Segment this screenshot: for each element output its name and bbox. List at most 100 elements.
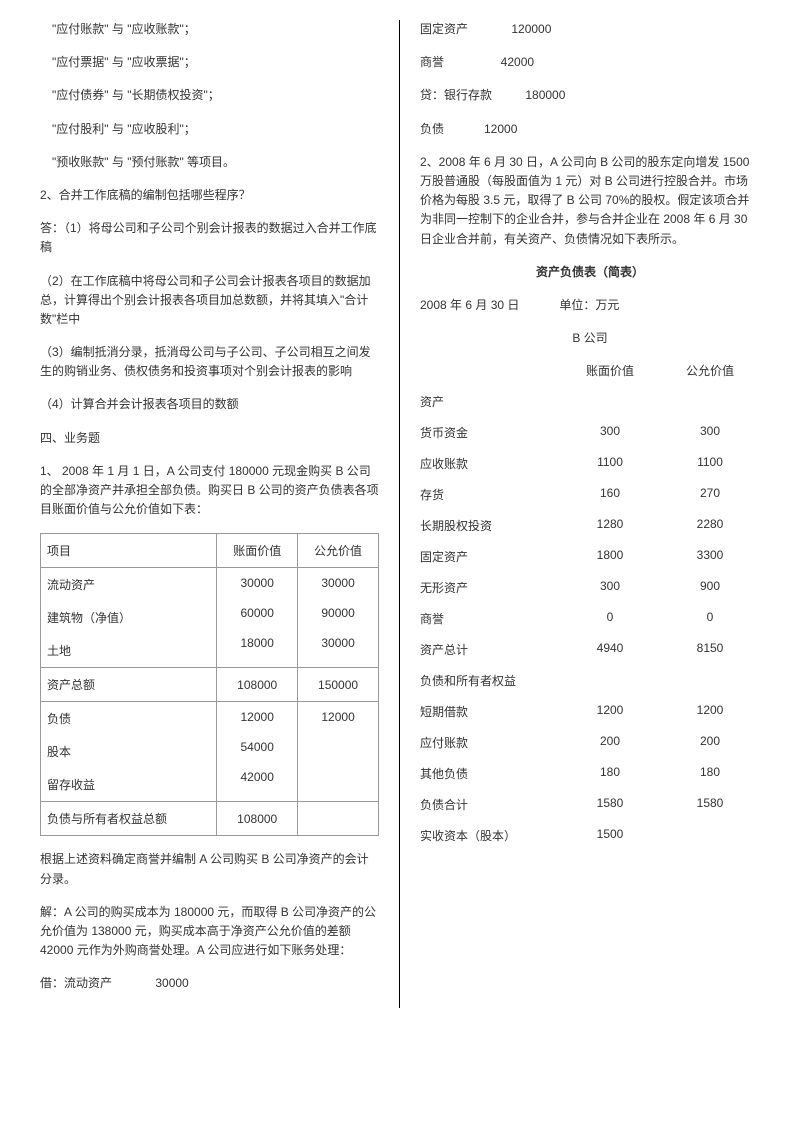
journal-entry: 贷：银行存款 180000: [420, 86, 760, 105]
bs-cell: 长期股权投资: [420, 517, 560, 534]
table-cell: 54000: [223, 740, 291, 754]
table-cell: 150000: [298, 668, 379, 702]
asset-table: 项目 账面价值 公允价值 流动资产 建筑物（净值） 土地 30000 60000…: [40, 533, 379, 836]
bs-header-row: 账面价值 公允价值: [420, 362, 760, 379]
bs-cell: 固定资产: [420, 548, 560, 565]
bs-row: 无形资产300900: [420, 579, 760, 596]
journal-entry: 负债 12000: [420, 120, 760, 139]
bs-cell: 900: [660, 579, 760, 596]
bs-cell: 应付账款: [420, 734, 560, 751]
bs-cell: 8150: [660, 641, 760, 658]
bs-row: 应收账款11001100: [420, 455, 760, 472]
bs-header: [420, 362, 560, 379]
balance-sheet-date: 2008 年 6 月 30 日 单位：万元: [420, 296, 760, 315]
bs-cell: 负债合计: [420, 796, 560, 813]
table-cell: 流动资产: [47, 576, 210, 593]
bs-cell: [660, 672, 760, 689]
bs-cell: 180: [660, 765, 760, 782]
table-header: 公允价值: [298, 534, 379, 568]
bs-row: 负债和所有者权益: [420, 672, 760, 689]
question-2: 2、合并工作底稿的编制包括哪些程序？: [40, 186, 379, 205]
table-cell: 108000: [217, 668, 298, 702]
journal-entry: 借：流动资产 30000: [40, 974, 379, 993]
text-line: "预收账款" 与 "预付账款" 等项目。: [40, 153, 379, 172]
bs-row: 其他负债180180: [420, 765, 760, 782]
bs-cell: 1100: [660, 455, 760, 472]
bs-row: 实收资本（股本）1500: [420, 827, 760, 844]
bs-cell: 270: [660, 486, 760, 503]
answer-3: （3）编制抵消分录，抵消母公司与子公司、子公司相互之间发生的购销业务、债权债务和…: [40, 343, 379, 381]
bs-cell: 1200: [660, 703, 760, 720]
bs-cell: 1500: [560, 827, 660, 844]
bs-header: 公允价值: [660, 362, 760, 379]
bs-row: 固定资产18003300: [420, 548, 760, 565]
bs-cell: 商誉: [420, 610, 560, 627]
table-cell: 建筑物（净值）: [47, 609, 210, 626]
journal-entry: 固定资产 120000: [420, 20, 760, 39]
bs-row: 货币资金300300: [420, 424, 760, 441]
table-cell: 42000: [223, 770, 291, 784]
bs-cell: 200: [660, 734, 760, 751]
bs-row: 长期股权投资12802280: [420, 517, 760, 534]
text-line: "应付股利" 与 "应收股利"；: [40, 120, 379, 139]
bs-cell: 1100: [560, 455, 660, 472]
table-cell: 土地: [47, 642, 210, 659]
q1-description: 1、 2008 年 1 月 1 日，A 公司支付 180000 元现金购买 B …: [40, 462, 379, 520]
bs-row: 资产: [420, 393, 760, 410]
bs-cell: 180: [560, 765, 660, 782]
table-row: 资产总额 108000 150000: [41, 668, 379, 702]
balance-sheet-company: B 公司: [420, 329, 760, 348]
bs-cell: 1580: [660, 796, 760, 813]
answer-2: （2）在工作底稿中将母公司和子公司会计报表各项目的数据加总，计算得出个别会计报表…: [40, 272, 379, 330]
answer-4: （4）计算合并会计报表各项目的数额: [40, 395, 379, 414]
bs-cell: 160: [560, 486, 660, 503]
bs-cell: 2280: [660, 517, 760, 534]
balance-sheet-title: 资产负债表（简表）: [420, 263, 760, 282]
bs-cell: [560, 672, 660, 689]
table-cell: 负债: [47, 710, 210, 727]
bs-cell: [660, 827, 760, 844]
table-cell: 资产总额: [41, 668, 217, 702]
bs-cell: 1280: [560, 517, 660, 534]
left-column: "应付账款" 与 "应收账款"； "应付票据" 与 "应收票据"； "应付债券"…: [30, 20, 400, 1008]
table-header: 项目: [41, 534, 217, 568]
bs-cell: 1580: [560, 796, 660, 813]
bs-cell: 300: [660, 424, 760, 441]
table-header-row: 项目 账面价值 公允价值: [41, 534, 379, 568]
bs-cell: 1200: [560, 703, 660, 720]
table-cell: 30000: [223, 576, 291, 590]
bs-cell: 1800: [560, 548, 660, 565]
bs-cell: 300: [560, 424, 660, 441]
table-cell: 30000: [304, 636, 372, 650]
bs-cell: [560, 393, 660, 410]
bs-row: 应付账款200200: [420, 734, 760, 751]
after-table-1: 根据上述资料确定商誉并编制 A 公司购买 B 公司净资产的会计分录。: [40, 850, 379, 888]
bs-cell: 无形资产: [420, 579, 560, 596]
table-cell: [298, 802, 379, 836]
bs-cell: 4940: [560, 641, 660, 658]
right-column: 固定资产 120000 商誉 42000 贷：银行存款 180000 负债 12…: [400, 20, 770, 1008]
bs-cell: 3300: [660, 548, 760, 565]
bs-cell: 300: [560, 579, 660, 596]
table-cell: 30000: [304, 576, 372, 590]
bs-cell: 存货: [420, 486, 560, 503]
bs-cell: 货币资金: [420, 424, 560, 441]
bs-cell: 0: [660, 610, 760, 627]
bs-row: 负债合计15801580: [420, 796, 760, 813]
bs-cell: 0: [560, 610, 660, 627]
table-cell: 108000: [217, 802, 298, 836]
bs-cell: 负债和所有者权益: [420, 672, 560, 689]
journal-entry: 商誉 42000: [420, 53, 760, 72]
bs-cell: 200: [560, 734, 660, 751]
text-line: "应付债券" 与 "长期债权投资"；: [40, 86, 379, 105]
table-cell: 18000: [223, 636, 291, 650]
balance-sheet-rows: 资产货币资金300300应收账款11001100存货160270长期股权投资12…: [420, 393, 760, 844]
bs-row: 商誉00: [420, 610, 760, 627]
table-cell: 12000: [223, 710, 291, 724]
table-header: 账面价值: [217, 534, 298, 568]
answer-1: 答：（1）将母公司和子公司个别会计报表的数据过入合并工作底稿: [40, 219, 379, 257]
table-cell: 负债与所有者权益总额: [41, 802, 217, 836]
table-cell: 90000: [304, 606, 372, 620]
after-table-2: 解：A 公司的购买成本为 180000 元，而取得 B 公司净资产的公允价值为 …: [40, 903, 379, 961]
text-line: "应付票据" 与 "应收票据"；: [40, 53, 379, 72]
